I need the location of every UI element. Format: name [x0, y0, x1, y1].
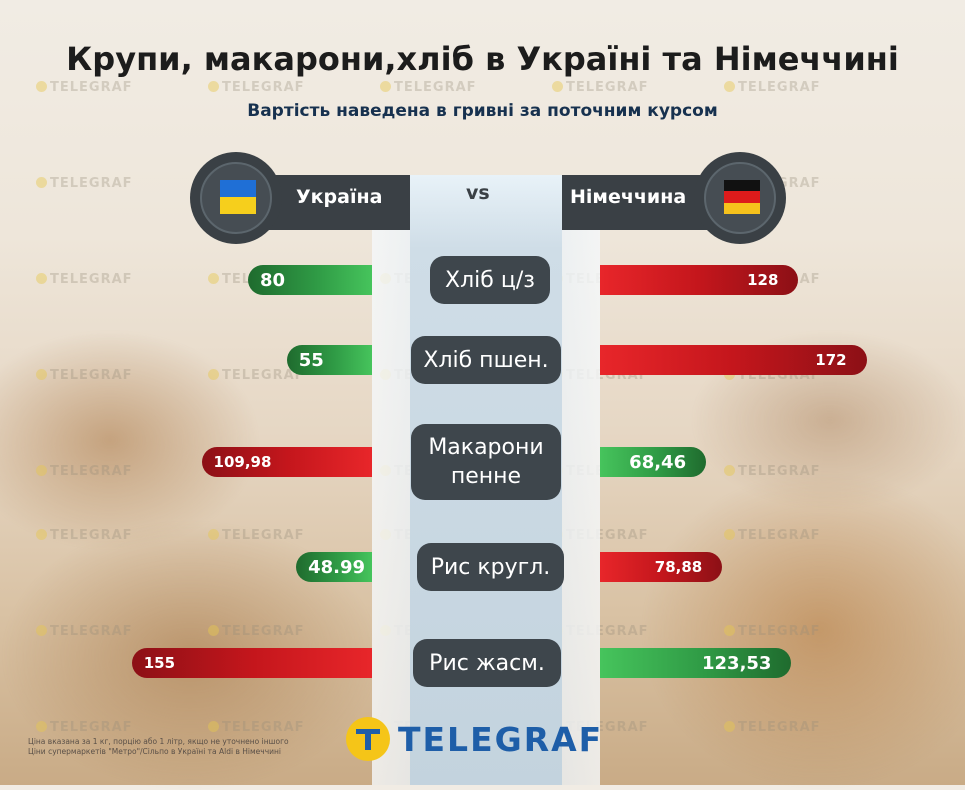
- watermark-text: TELEGRAF: [724, 80, 821, 95]
- value-label-germany: 172: [815, 351, 847, 369]
- germany-flag-icon: [724, 180, 760, 214]
- value-label-ukraine: 80: [260, 269, 286, 291]
- value-label-germany: 68,46: [629, 451, 687, 473]
- watermark-text: TELEGRAF: [208, 368, 305, 383]
- bar-germany: 172: [600, 345, 867, 375]
- watermark-text: TELEGRAF: [724, 528, 821, 543]
- watermark-text: TELEGRAF: [36, 720, 133, 735]
- footnote-line-2: Ціни супермаркетів "Метро"/Сільпо в Укра…: [28, 747, 281, 756]
- watermark-text: TELEGRAF: [208, 528, 305, 543]
- bar-ukraine: 55: [286, 345, 372, 375]
- watermark-text: TELEGRAF: [380, 80, 477, 95]
- bar-germany: 78,88: [600, 552, 723, 582]
- ukraine-flag-icon: [220, 180, 256, 214]
- watermark-text: TELEGRAF: [36, 528, 133, 543]
- watermark-text: TELEGRAF: [36, 80, 133, 95]
- footnote: Ціна вказана за 1 кг, порцію або 1 літр,…: [28, 737, 289, 757]
- bar-ukraine: 48.99: [296, 552, 372, 582]
- watermark-text: TELEGRAF: [208, 720, 305, 735]
- category-label: Хліб пшен.: [411, 336, 561, 384]
- flag-badge-germany: [694, 152, 786, 244]
- flag-badge-ukraine: [190, 152, 282, 244]
- bar-germany: 123,53: [600, 648, 792, 678]
- watermark-text: TELEGRAF: [208, 624, 305, 639]
- watermark-text: TELEGRAF: [36, 272, 133, 287]
- category-label: Хліб ц/з: [430, 256, 550, 304]
- bar-ukraine: 155: [131, 648, 372, 678]
- value-label-ukraine: 109,98: [213, 453, 272, 471]
- watermark-text: TELEGRAF: [208, 80, 305, 95]
- watermark-text: TELEGRAF: [36, 368, 133, 383]
- watermark-text: TELEGRAF: [552, 80, 649, 95]
- bar-ukraine: 80: [248, 265, 372, 295]
- value-label-ukraine: 55: [298, 349, 324, 371]
- page-subtitle: Вартість наведена в гривні за поточним к…: [247, 101, 718, 121]
- bar-germany: 68,46: [600, 447, 707, 477]
- value-label-germany: 123,53: [702, 652, 772, 674]
- country-label-germany: Німеччина: [570, 186, 687, 208]
- value-label-ukraine: 155: [143, 654, 176, 672]
- bar-germany: 128: [600, 265, 799, 295]
- logo-text: TELEGRAF: [398, 719, 604, 759]
- telegraf-logo: TELEGRAF: [346, 716, 603, 762]
- watermark-text: TELEGRAF: [724, 624, 821, 639]
- country-label-ukraine: Україна: [296, 186, 383, 208]
- watermark-text: TELEGRAF: [724, 720, 821, 735]
- watermark-text: TELEGRAF: [36, 176, 133, 191]
- value-label-germany: 78,88: [654, 558, 703, 576]
- category-label: Рис кругл.: [417, 543, 564, 591]
- category-label: Макарони пенне: [411, 424, 561, 500]
- page-title: Крупи, макарони,хліб в Україні та Німечч…: [66, 40, 899, 78]
- category-label: Рис жасм.: [413, 639, 561, 687]
- watermark-text: TELEGRAF: [36, 464, 133, 479]
- footnote-line-1: Ціна вказана за 1 кг, порцію або 1 літр,…: [28, 737, 289, 746]
- telegraf-t-icon: [346, 717, 390, 761]
- value-label-ukraine: 48.99: [308, 556, 365, 578]
- watermark-text: TELEGRAF: [724, 464, 821, 479]
- watermark-text: TELEGRAF: [36, 624, 133, 639]
- bar-ukraine: 109,98: [201, 447, 372, 477]
- vs-label: vs: [466, 182, 490, 204]
- value-label-germany: 128: [747, 271, 779, 289]
